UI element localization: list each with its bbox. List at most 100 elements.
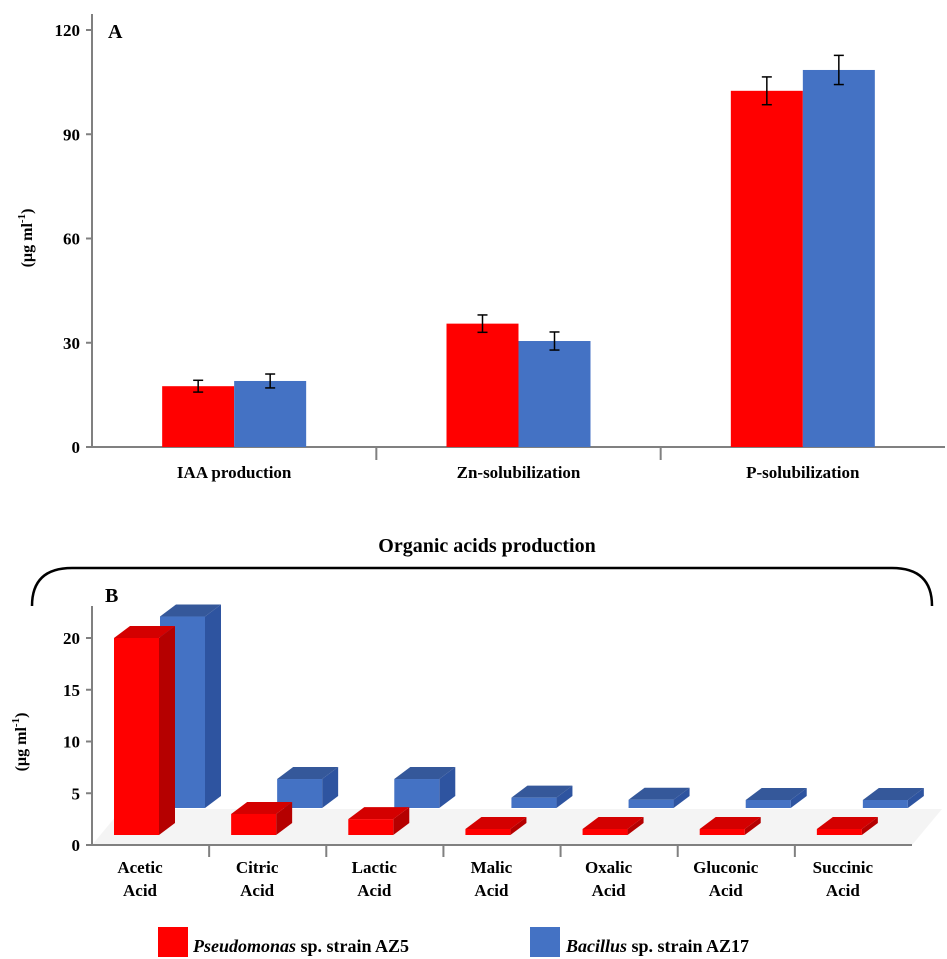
panel-b-bar-pseudomonas-top [231, 801, 293, 814]
panel-b-bar-bacillus-top [277, 767, 339, 780]
panel-b-bar-bacillus-top [511, 785, 573, 798]
panel-b-category-label-line2: Acid [826, 881, 861, 900]
legend-label-bacillus: Bacillus sp. strain AZ17 [565, 936, 749, 956]
legend-label-bacillus-italic: Bacillus [565, 936, 627, 956]
panel-b-bar-pseudomonas-side [861, 817, 878, 835]
panel-b-bar-bacillus [277, 767, 339, 808]
legend-swatch-bacillus [530, 927, 560, 957]
panel-b-bar-bacillus [511, 785, 573, 808]
panel-b-bar-bacillus-side [673, 787, 690, 808]
panel-a-category-label: Zn-solubilization [457, 463, 581, 482]
panel-b-category-label-line1: Lactic [352, 858, 398, 877]
panel-b-y-tick-label: 10 [63, 733, 80, 752]
panel-a-bar [446, 323, 519, 447]
panel-a-y-tick-label: 90 [63, 125, 80, 144]
panel-a-y-axis-label-sup: -1 [16, 214, 28, 223]
panel-b-bar-pseudomonas-top [699, 817, 761, 829]
panel-a-chart: 0 30 60 90 120 A IAA production Zn-solubilizati… [16, 14, 945, 482]
panel-b-bar-pseudomonas-top [582, 817, 644, 829]
panel-b-bar-bacillus [745, 788, 807, 808]
panel-b-y-tick-label: 0 [72, 836, 81, 855]
panel-b-category-label-line2: Acid [123, 881, 158, 900]
legend-swatch-pseudomonas [158, 927, 188, 957]
panel-a-y-tick-label: 60 [63, 230, 80, 249]
panel-b-title: Organic acids production [378, 535, 595, 557]
panel-b-bar-bacillus-side [439, 767, 456, 808]
panel-b-bar-pseudomonas-top [348, 807, 410, 820]
panel-b-y-axis-label-sup: -1 [10, 718, 22, 727]
panel-b-bar-pseudomonas [465, 817, 527, 835]
panel-b-bracket [30, 566, 934, 607]
panel-b-bar-bacillus-side [322, 767, 339, 808]
panel-b-label: B [105, 585, 118, 607]
panel-b-bar-bacillus-face [628, 799, 674, 808]
panel-b-bar-pseudomonas-side [276, 801, 293, 835]
panel-b-category-label-line2: Acid [240, 881, 275, 900]
panel-b-bar-pseudomonas-side [393, 807, 410, 835]
panel-b-bar-bacillus-top [394, 767, 456, 780]
panel-b-bar-pseudomonas-top [816, 817, 878, 829]
panel-b-bar-pseudomonas [231, 801, 293, 835]
panel-b-category-label-line1: Oxalic [585, 858, 633, 877]
panel-b-bar-pseudomonas-top [114, 626, 175, 638]
panel-b-bar-bacillus-face [511, 797, 557, 808]
panel-b-chart: Organic acids production B 0 5 10 15 20 Acetic A… [10, 535, 942, 900]
panel-b-y-axis-label: (µg ml-1) [10, 713, 30, 772]
panel-a-y-axis-label-close: ) [19, 209, 36, 214]
panel-a-bar [730, 90, 803, 447]
panel-b-bar-pseudomonas-face [465, 829, 511, 835]
panel-b-category-label-line1: Citric [236, 858, 279, 877]
panel-b-y-tick-label: 5 [72, 784, 81, 803]
panel-b-bar-bacillus-side [205, 604, 221, 808]
panel-b-bar-bacillus-top [160, 604, 221, 617]
panel-a-y-axis-label: (µg ml-1) [16, 209, 36, 268]
panel-b-bar-pseudomonas-face [816, 829, 862, 835]
panel-a-bar [518, 341, 591, 447]
panel-b-bar-pseudomonas-face [348, 819, 394, 835]
panel-b-category-label-line2: Acid [357, 881, 392, 900]
panel-b-bar-bacillus-face [394, 779, 440, 808]
panel-b-bar-bacillus-face [745, 800, 791, 808]
panel-a-bar [162, 386, 235, 447]
panel-a-bar [234, 380, 307, 447]
panel-b-bar-pseudomonas [582, 817, 644, 835]
panel-b-category-label-line1: Acetic [117, 858, 163, 877]
panel-b-bar-bacillus-top [628, 787, 690, 800]
panel-b-bar-bacillus-top [745, 788, 807, 800]
panel-a-category-label: IAA production [177, 463, 292, 482]
panel-b-bar-pseudomonas [816, 817, 878, 835]
panel-b-bar-bacillus [628, 787, 690, 808]
panel-b-bar-pseudomonas-top [465, 817, 527, 829]
panel-b-category-label-line2: Acid [709, 881, 744, 900]
panel-b-bar-pseudomonas [699, 817, 761, 835]
panel-b-bar-bacillus-side [907, 788, 924, 808]
panel-b-y-tick-label: 15 [63, 681, 80, 700]
panel-b-bar-pseudomonas-side [744, 817, 761, 835]
panel-b-bar-pseudomonas-side [627, 817, 644, 835]
panel-b-bar-pseudomonas-side [510, 817, 527, 835]
legend: Pseudomonas sp. strain AZ5 Bacillus sp. s… [158, 927, 749, 957]
panel-b-category-label-line1: Malic [471, 858, 513, 877]
panel-b-category-label-line1: Gluconic [693, 858, 759, 877]
panel-b-category-label-line2: Acid [474, 881, 509, 900]
panel-a-bar [802, 69, 875, 448]
panel-b-bar-pseudomonas [348, 807, 410, 835]
panel-b-bar-bacillus-side [790, 788, 807, 808]
panel-b-bar-pseudomonas-side [159, 626, 175, 835]
panel-b-y-tick-label: 20 [63, 629, 80, 648]
panel-b-bar-bacillus [862, 788, 924, 808]
panel-b-bar-pseudomonas-face [699, 829, 745, 835]
panel-b-bar-pseudomonas-face [231, 813, 277, 835]
legend-label-pseudomonas: Pseudomonas sp. strain AZ5 [192, 936, 409, 956]
legend-label-pseudomonas-rest: sp. strain AZ5 [296, 936, 409, 956]
panel-a-y-tick-label: 0 [72, 438, 81, 457]
panel-b-category-label-line2: Acid [592, 881, 627, 900]
panel-b-bar-pseudomonas-face [114, 638, 159, 835]
legend-label-pseudomonas-italic: Pseudomonas [192, 936, 296, 956]
panel-b-y-axis-label-close: ) [13, 713, 30, 718]
panel-a-y-tick-label: 120 [55, 21, 81, 40]
panel-a-y-axis-label-main: (µg ml [19, 223, 36, 268]
panel-a-label: A [108, 21, 123, 43]
panel-b-bar-pseudomonas-face [582, 829, 628, 835]
